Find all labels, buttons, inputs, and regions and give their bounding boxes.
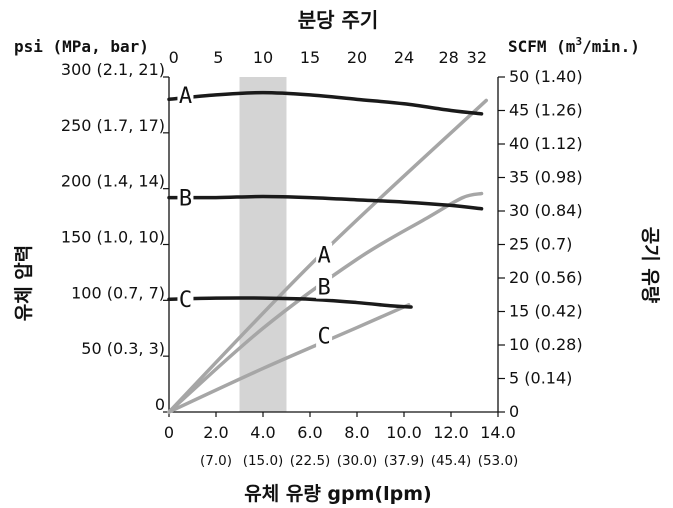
curve-label-bg xyxy=(316,242,333,267)
pressure-line-a xyxy=(167,90,484,116)
curve-label-left-c: C xyxy=(179,288,192,313)
curve-label-right-b: B xyxy=(317,276,330,301)
curve-label-bg xyxy=(316,274,333,299)
x-tick-label: 4.0 xyxy=(250,423,275,442)
left-tick-label: 200 (1.4, 14) xyxy=(61,172,165,191)
y-axis-label-right: 공기 유량 xyxy=(639,227,661,304)
right-unit-prefix: SCFM (m xyxy=(508,37,576,56)
top-tick-label: 5 xyxy=(213,48,223,67)
curve-label-bg xyxy=(177,185,194,210)
right-tick-label: 20 (0.56) xyxy=(509,268,583,287)
right-tick-label: 5 (0.14) xyxy=(509,369,572,388)
axes-group: 050 (0.3, 3)100 (0.7, 7)150 (1.0, 10)200… xyxy=(61,48,583,469)
right-tick-label: 45 (1.26) xyxy=(509,101,583,120)
left-tick-label: 300 (2.1, 21) xyxy=(61,60,165,79)
right-tick-label: 25 (0.7) xyxy=(509,235,572,254)
airflow-line-b xyxy=(167,191,484,414)
left-tick-label: 150 (1.0, 10) xyxy=(61,228,165,247)
shaded-band-group xyxy=(239,77,287,412)
right-tick-label: 0 xyxy=(509,402,519,421)
left-unit-label: psi (MPa, bar) xyxy=(14,37,149,56)
top-tick-label: 32 xyxy=(467,48,487,67)
right-tick-label: 30 (0.84) xyxy=(509,201,583,220)
right-unit-suffix: /min.) xyxy=(582,37,640,56)
x-tick-sublabel: (22.5) xyxy=(290,453,331,469)
right-tick-label: 50 (1.40) xyxy=(509,67,583,86)
curve-label-left-a: A xyxy=(179,84,192,109)
top-tick-label: 10 xyxy=(253,48,273,67)
x-tick-label: 14.0 xyxy=(480,423,516,442)
x-tick-sublabel: (37.9) xyxy=(384,453,425,469)
y-axis-label-left: 유체 압력 xyxy=(13,245,35,322)
curve-label-bg xyxy=(177,82,194,107)
x-tick-sublabel: (15.0) xyxy=(243,453,284,469)
airflow-line-c xyxy=(167,303,411,414)
x-tick-sublabel: (45.4) xyxy=(431,453,472,469)
top-tick-label: 0 xyxy=(169,48,179,67)
curve-label-right-c: C xyxy=(317,325,330,350)
left-tick-label: 100 (0.7, 7) xyxy=(71,283,165,302)
right-tick-label: 35 (0.98) xyxy=(509,168,583,187)
left-tick-label: 50 (0.3, 3) xyxy=(81,339,165,358)
shaded-band xyxy=(239,77,287,412)
x-tick-label: 12.0 xyxy=(433,423,469,442)
right-tick-label: 15 (0.42) xyxy=(509,302,583,321)
x-tick-sublabel: (7.0) xyxy=(200,453,232,469)
x-tick-sublabel: (53.0) xyxy=(478,453,519,469)
pressure-line-c xyxy=(167,296,413,309)
right-unit-label: SCFM (m3/min.) xyxy=(508,35,640,56)
curve-label-bg xyxy=(316,323,333,348)
x-tick-label: 10.0 xyxy=(386,423,422,442)
x-tick-label: 0 xyxy=(164,423,174,442)
left-tick-label: 250 (1.7, 17) xyxy=(61,116,165,135)
top-tick-label: 20 xyxy=(347,48,367,67)
x-tick-label: 2.0 xyxy=(203,423,228,442)
x-tick-label: 8.0 xyxy=(344,423,369,442)
pressure-line-b xyxy=(167,194,484,211)
x-tick-label: 6.0 xyxy=(297,423,322,442)
right-tick-label: 40 (1.12) xyxy=(509,134,583,153)
left-tick-label: 0 xyxy=(155,395,165,414)
curve-label-bg xyxy=(177,287,194,312)
series-group xyxy=(167,90,488,414)
top-tick-label: 28 xyxy=(438,48,458,67)
top-tick-label: 15 xyxy=(300,48,320,67)
curve-label-right-a: A xyxy=(317,244,330,269)
x-axis-label: 유체 유량 gpm(lpm) xyxy=(244,483,431,505)
chart-title: 분당 주기 xyxy=(298,8,379,32)
right-unit-sup: 3 xyxy=(575,35,582,48)
curve-label-left-b: B xyxy=(179,187,192,212)
top-tick-label: 24 xyxy=(394,48,414,67)
right-tick-label: 10 (0.28) xyxy=(509,335,583,354)
x-tick-sublabel: (30.0) xyxy=(337,453,378,469)
